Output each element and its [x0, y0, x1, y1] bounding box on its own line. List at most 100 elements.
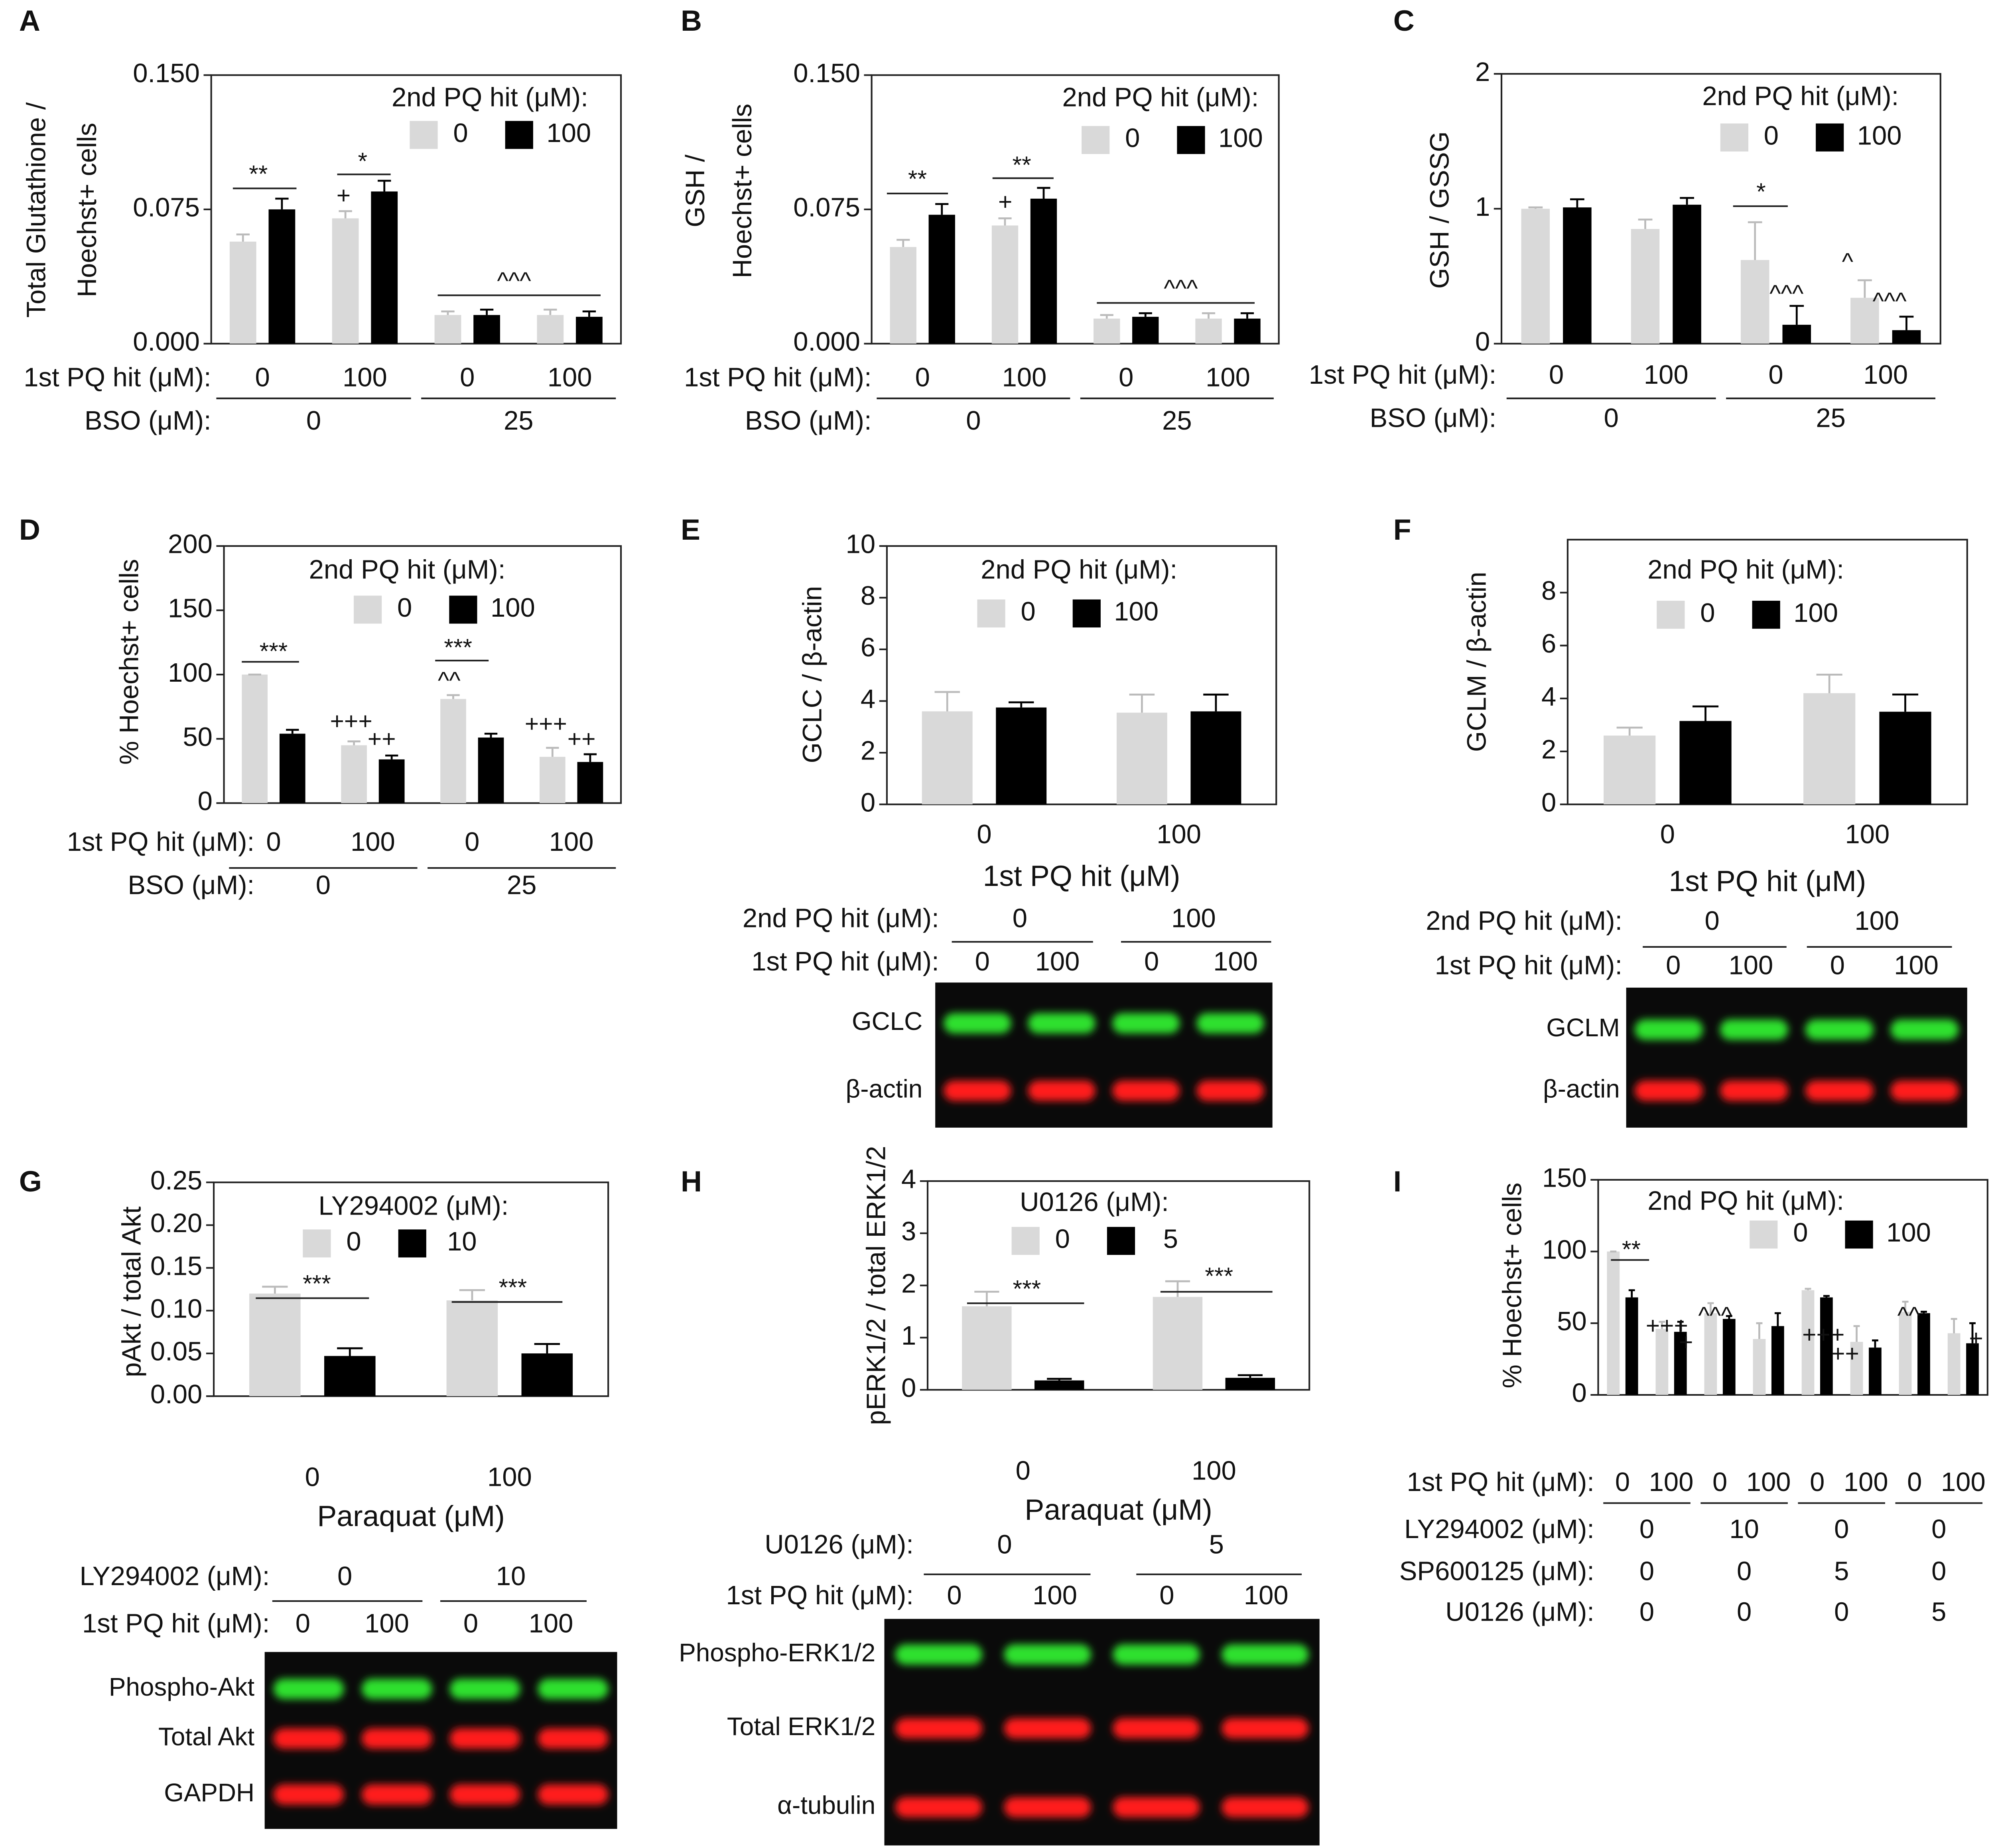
bar [1771, 1326, 1784, 1395]
error-bar [1677, 1321, 1684, 1332]
annotation: ^^^ [1164, 275, 1198, 302]
x-tick-label: 0 [1712, 1467, 1727, 1497]
row-label: 1st PQ hit (μM): [67, 827, 254, 857]
panel-letter: D [19, 513, 40, 546]
blot-header-group: 100 [1854, 906, 1899, 936]
error-bar [447, 694, 460, 699]
y-tick-label: 0.000 [793, 327, 860, 357]
y-tick-label: 0 [198, 786, 213, 816]
row-label: LY294002 (μM): [1404, 1514, 1594, 1544]
legend-swatch [1011, 1227, 1040, 1255]
error-bar [1816, 673, 1842, 693]
annotation: +++ [525, 710, 567, 737]
y-tick-label: 2 [901, 1268, 916, 1298]
legend-title: 2nd PQ hit (μM): [1647, 1186, 1844, 1216]
blot-band-label: Total Akt [158, 1722, 254, 1751]
error-bar [337, 1347, 363, 1356]
bar [279, 734, 305, 803]
panel-letter: A [19, 4, 40, 37]
error-bar [1853, 1325, 1860, 1342]
annotation: ^^^ [1769, 280, 1804, 307]
bar [1679, 721, 1732, 805]
blot-band [1635, 1019, 1703, 1040]
blot-lane: 100 [1032, 1580, 1077, 1610]
error-bar [1951, 1318, 1957, 1333]
y-tick-label: 0 [901, 1373, 916, 1403]
y-tick-label: 0.10 [150, 1294, 202, 1324]
annotation: ^ [1842, 248, 1854, 275]
bar [1947, 1333, 1961, 1395]
legend-label: 0 [397, 593, 412, 623]
y-tick-label: 3 [901, 1217, 916, 1246]
blot-lane: 0 [463, 1608, 478, 1638]
y-tick-label: 0.150 [793, 58, 860, 88]
error-bar [1756, 1322, 1763, 1339]
legend-title: 2nd PQ hit (μM): [1702, 81, 1899, 111]
y-tick-label: 6 [1541, 629, 1556, 659]
blot-lane: 100 [1244, 1580, 1289, 1610]
bar [371, 191, 398, 344]
blot-band [1720, 1080, 1788, 1101]
y-tick-label: 6 [861, 633, 875, 663]
blot-band [1028, 1080, 1096, 1101]
group-label: 5 [1834, 1556, 1849, 1586]
blot-band [538, 1728, 609, 1749]
legend-title: U0126 (μM): [1020, 1187, 1169, 1217]
error-bar [339, 210, 352, 219]
annotation: *** [1205, 1262, 1233, 1290]
group-label: 10 [1729, 1514, 1759, 1544]
blot-band [538, 1678, 609, 1699]
bar [1116, 712, 1167, 805]
bar [1132, 317, 1159, 344]
bar [440, 699, 466, 803]
legend-swatch [1177, 126, 1205, 154]
x-tick-label: 0 [1119, 363, 1133, 392]
blot-lane: 100 [529, 1608, 573, 1638]
blot-lane-label: 1st PQ hit (μM): [751, 947, 939, 976]
y-tick-label: 0.15 [150, 1251, 202, 1281]
y-tick-label: 4 [861, 684, 875, 714]
x-tick-label: 0 [460, 363, 475, 392]
x-tick-label: 100 [549, 827, 594, 857]
row-label: BSO (μM): [1369, 403, 1496, 433]
blot-lane: 0 [1144, 947, 1159, 976]
y-tick-label: 150 [168, 594, 213, 623]
legend-label: 100 [1857, 120, 1902, 150]
bar [1673, 205, 1701, 344]
y-tick-label: 0.20 [150, 1208, 202, 1238]
annotation: *** [1013, 1275, 1041, 1302]
x-tick-label: 100 [1157, 819, 1201, 849]
annotation: ^^^ [1698, 1302, 1732, 1329]
blot-band [944, 1013, 1011, 1033]
bar [576, 317, 603, 344]
x-tick-label: 100 [1649, 1467, 1694, 1497]
group-label: 5 [1931, 1597, 1946, 1627]
x-axis-label: 1st PQ hit (μM) [1669, 865, 1866, 897]
annotation: ++ [368, 725, 396, 752]
y-tick-label: 50 [1557, 1306, 1587, 1336]
legend-label: 0 [1055, 1224, 1070, 1254]
legend-title: 2nd PQ hit (μM): [1647, 554, 1844, 584]
error-bar [1240, 312, 1254, 319]
x-tick-label: 100 [1002, 363, 1047, 392]
annotation: ++ [1831, 1340, 1859, 1367]
legend-title: 2nd PQ hit (μM): [1062, 83, 1259, 112]
y-tick-label: 2 [861, 736, 875, 766]
bar [332, 218, 359, 344]
blot-lane: 100 [1894, 951, 1939, 980]
annotation: ^^^ [1873, 287, 1907, 314]
y-tick-label: 1 [1475, 192, 1490, 222]
error-bar [459, 1289, 485, 1301]
plot-frame [1566, 538, 1968, 805]
y-axis-label: GSH / GSSG [1425, 131, 1455, 289]
bar [1892, 330, 1921, 344]
row-label: SP600125 (μM): [1399, 1556, 1594, 1586]
x-axis-label: Paraquat (μM) [317, 1500, 504, 1532]
legend-label: 100 [1886, 1218, 1931, 1248]
error-bar [1628, 1289, 1635, 1298]
bar [1094, 318, 1120, 344]
group-label: 0 [1639, 1597, 1654, 1627]
error-bar [1047, 1378, 1072, 1381]
bar [1030, 198, 1057, 344]
